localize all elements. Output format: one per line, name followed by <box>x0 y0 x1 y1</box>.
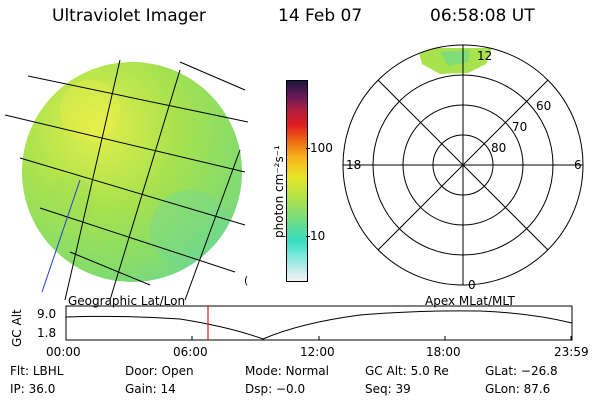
lat-label-60: 60 <box>536 99 551 113</box>
timeline-tick-0600: 06:00 <box>173 345 208 359</box>
status-ip: IP: 36.0 <box>10 382 56 396</box>
altitude-curve <box>65 310 573 340</box>
status-mode: Mode: Normal <box>245 364 329 378</box>
colorbar-tick-10: 10 <box>306 229 325 243</box>
lat-label-80: 80 <box>491 141 506 155</box>
timeline-tick-1200: 12:00 <box>300 345 335 359</box>
status-glon: GLon: 87.6 <box>485 382 551 396</box>
mlt-label-6: 6 <box>574 158 582 172</box>
timeline-tick-0000: 00:00 <box>46 345 81 359</box>
svg-text:(: ( <box>244 274 248 287</box>
status-gc-alt: GC Alt: 5.0 Re <box>365 364 449 378</box>
timeline-right-title: Apex MLat/MLT <box>425 294 515 308</box>
status-gain: Gain: 14 <box>125 382 176 396</box>
polar-plot: 12 18 6 0 60 70 80 <box>342 44 584 292</box>
timeline-tick-2359: 23:59 <box>554 345 589 359</box>
status-glat: GLat: −26.8 <box>485 364 558 378</box>
colorbar <box>286 80 308 282</box>
colorbar-unit-label: photon cm⁻²s⁻¹ <box>272 145 286 238</box>
status-filter: Flt: LBHL <box>10 364 64 378</box>
lat-label-70: 70 <box>512 120 527 134</box>
timeline-ymax: 9.0 <box>37 307 57 321</box>
timeline-left-title: Geographic Lat/Lon <box>68 294 186 308</box>
time-label: 06:58:08 UT <box>430 6 535 26</box>
mlt-label-0: 0 <box>468 278 476 292</box>
altitude-timeline <box>65 305 573 341</box>
timeline-ymin: 1.8 <box>37 326 57 340</box>
polar-grid <box>342 44 584 286</box>
colorbar-tick-100: 100 <box>306 141 333 155</box>
status-seq: Seq: 39 <box>365 382 411 396</box>
geographic-grid <box>4 59 249 300</box>
earth-disk <box>22 62 242 282</box>
status-door: Door: Open <box>125 364 194 378</box>
mlt-label-18: 18 <box>346 158 361 172</box>
app-title: Ultraviolet Imager <box>52 6 206 26</box>
timeline-tick-1800: 18:00 <box>426 345 461 359</box>
timeline-ylabel: GC Alt <box>10 309 24 347</box>
status-dsp: Dsp: −0.0 <box>245 382 306 396</box>
mlt-label-12: 12 <box>477 49 492 63</box>
earth-image: ( <box>4 59 249 300</box>
date-label: 14 Feb 07 <box>278 6 363 26</box>
